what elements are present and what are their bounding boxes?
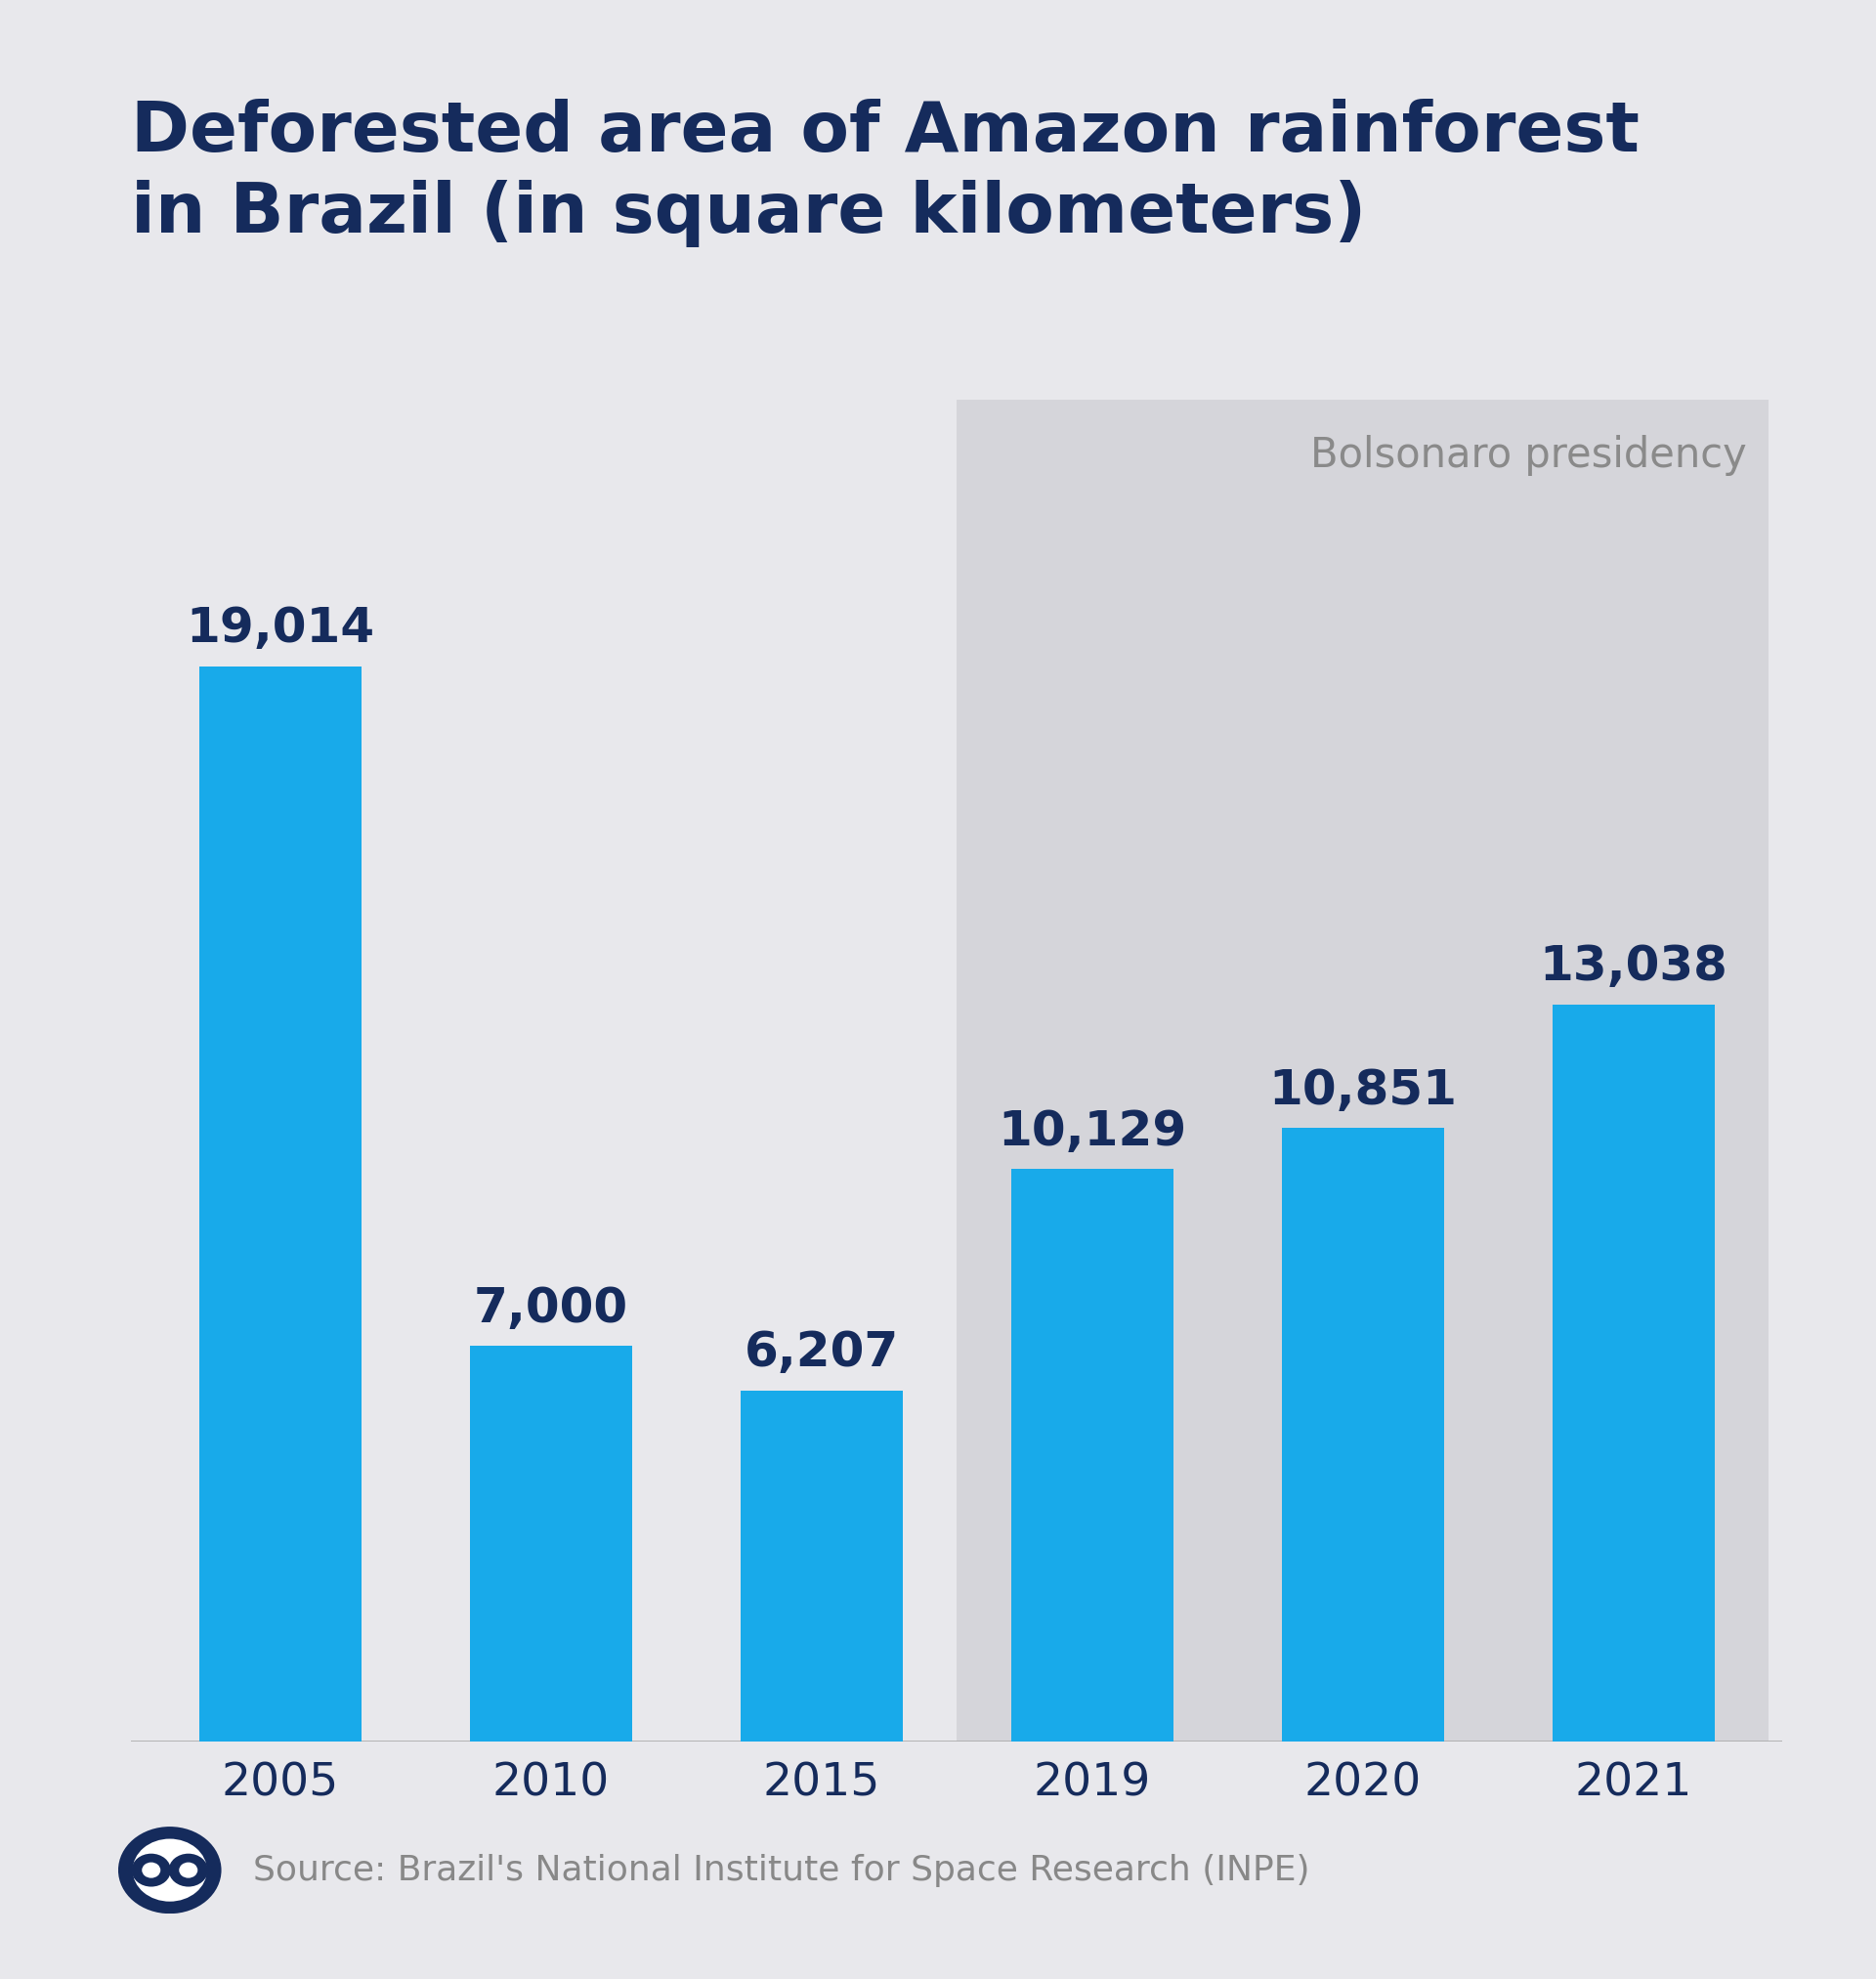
Text: 6,207: 6,207 xyxy=(745,1330,899,1377)
Text: Source: Brazil's National Institute for Space Research (INPE): Source: Brazil's National Institute for … xyxy=(253,1854,1309,1886)
Ellipse shape xyxy=(133,1838,206,1902)
Bar xyxy=(199,667,362,1742)
Bar xyxy=(1281,1128,1445,1742)
Bar xyxy=(957,400,1769,1742)
Ellipse shape xyxy=(178,1862,197,1878)
Text: 10,851: 10,851 xyxy=(1268,1067,1458,1114)
Ellipse shape xyxy=(118,1827,221,1914)
Bar xyxy=(1011,1170,1172,1742)
Text: 10,129: 10,129 xyxy=(998,1108,1186,1154)
Bar xyxy=(469,1346,632,1742)
Text: 13,038: 13,038 xyxy=(1538,944,1728,990)
Text: 19,014: 19,014 xyxy=(186,606,375,653)
Text: Deforested area of Amazon rainforest
in Brazil (in square kilometers): Deforested area of Amazon rainforest in … xyxy=(131,99,1640,247)
Text: Bolsonaro presidency: Bolsonaro presidency xyxy=(1311,435,1747,477)
Bar xyxy=(741,1391,902,1742)
Bar xyxy=(1551,1003,1715,1742)
Text: 7,000: 7,000 xyxy=(473,1284,628,1332)
Ellipse shape xyxy=(143,1862,161,1878)
Ellipse shape xyxy=(169,1854,208,1886)
Ellipse shape xyxy=(131,1854,171,1886)
